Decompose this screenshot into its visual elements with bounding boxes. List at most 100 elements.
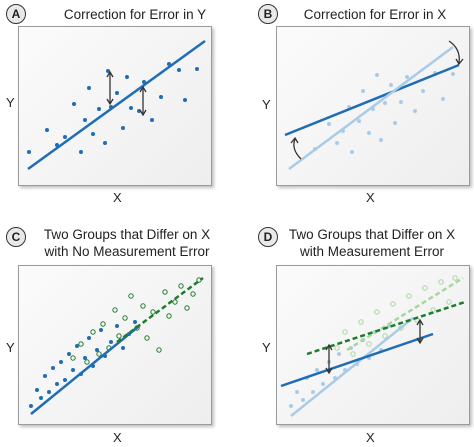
data-point (71, 368, 75, 372)
data-point (441, 97, 445, 101)
data-point (87, 336, 91, 340)
panel-a-points (27, 62, 199, 154)
corrected-regression-line (288, 45, 454, 171)
data-point (109, 340, 113, 344)
data-point (63, 378, 67, 382)
data-point (116, 333, 122, 339)
panel-d-svg (280, 275, 466, 417)
panel-c-badge: C (6, 227, 26, 247)
panel-d-title-line1: Two Groups that Differ on X (288, 227, 456, 242)
data-point (150, 309, 156, 315)
data-point (289, 404, 293, 408)
group-2-attenuated-regression-line (306, 300, 466, 356)
data-point (128, 293, 134, 299)
data-point (55, 382, 59, 386)
data-point (166, 313, 172, 319)
panel-d-arrows (325, 318, 424, 375)
data-point (83, 118, 87, 122)
data-point (382, 333, 388, 339)
data-point (90, 329, 96, 335)
data-point (96, 351, 102, 357)
panel-b-svg (284, 40, 464, 171)
panel-b-title: Correction for Error in X (303, 7, 447, 22)
data-point (334, 345, 340, 351)
arrowhead-left (290, 136, 299, 144)
data-point (115, 91, 119, 95)
data-point (195, 67, 199, 71)
data-point (375, 73, 379, 77)
group-1-true-regression-line (290, 317, 414, 417)
data-point (78, 341, 84, 347)
panel-a-badge: A (6, 4, 26, 24)
data-point (156, 347, 162, 353)
data-point (301, 398, 305, 402)
group-2-regression-line (116, 276, 204, 344)
panel-a-title: Correction for Error in Y (63, 7, 207, 22)
data-point (438, 279, 444, 285)
data-point (100, 321, 106, 327)
panel-d-title-line2: with Measurement Error (299, 244, 445, 259)
data-point (72, 102, 76, 106)
panel-b-y-label: Y (262, 97, 271, 112)
data-point (389, 83, 393, 87)
data-point (390, 301, 396, 307)
data-point (178, 283, 184, 289)
data-point (133, 320, 137, 324)
data-point (87, 86, 91, 90)
data-point (95, 348, 99, 352)
data-point (112, 307, 118, 313)
panel-a-x-label: X (113, 190, 122, 205)
data-point (342, 329, 348, 335)
data-point (39, 396, 43, 400)
data-point (335, 141, 339, 145)
data-point (422, 285, 428, 291)
data-point (184, 305, 190, 311)
data-point (172, 299, 178, 305)
data-point (337, 352, 341, 356)
data-point (315, 368, 319, 372)
data-point (29, 404, 33, 408)
data-point (383, 101, 387, 105)
data-point (150, 118, 154, 122)
data-point (70, 355, 76, 361)
panel-d-y-label: Y (262, 340, 271, 355)
data-point (350, 351, 356, 357)
data-point (59, 360, 63, 364)
data-point (366, 341, 372, 347)
data-point (357, 119, 361, 123)
data-point (47, 390, 51, 394)
data-point (446, 299, 452, 305)
data-point (84, 359, 90, 365)
panel-c-group-1-points (29, 320, 137, 408)
panel-c-svg (29, 276, 204, 415)
panel-b-plot (276, 26, 470, 186)
data-point (79, 150, 83, 154)
panel-c-plot (18, 265, 212, 425)
data-point (406, 293, 412, 299)
panel-b-badge: B (258, 4, 278, 24)
data-point (321, 382, 325, 386)
data-point (144, 335, 150, 341)
data-point (177, 68, 181, 72)
data-point (45, 128, 49, 132)
group-1-regression-line (30, 325, 140, 415)
data-point (103, 141, 107, 145)
data-point (350, 150, 354, 154)
panel-d-plot (276, 265, 470, 425)
panel-b-arrows (290, 40, 464, 160)
group-1-attenuated-regression-line (280, 332, 434, 388)
data-point (162, 289, 168, 295)
data-point (374, 309, 380, 315)
data-point (121, 346, 125, 350)
data-point (421, 89, 425, 93)
data-point (129, 106, 133, 110)
panel-c-x-label: X (113, 430, 122, 445)
group-2-true-regression-line (346, 276, 464, 352)
data-point (75, 344, 79, 348)
arrowhead-right (455, 58, 464, 66)
data-point (379, 138, 383, 142)
attenuated-regression-line (284, 63, 460, 137)
data-point (51, 366, 55, 370)
data-point (367, 131, 371, 135)
arrowheads-1 (106, 70, 114, 106)
